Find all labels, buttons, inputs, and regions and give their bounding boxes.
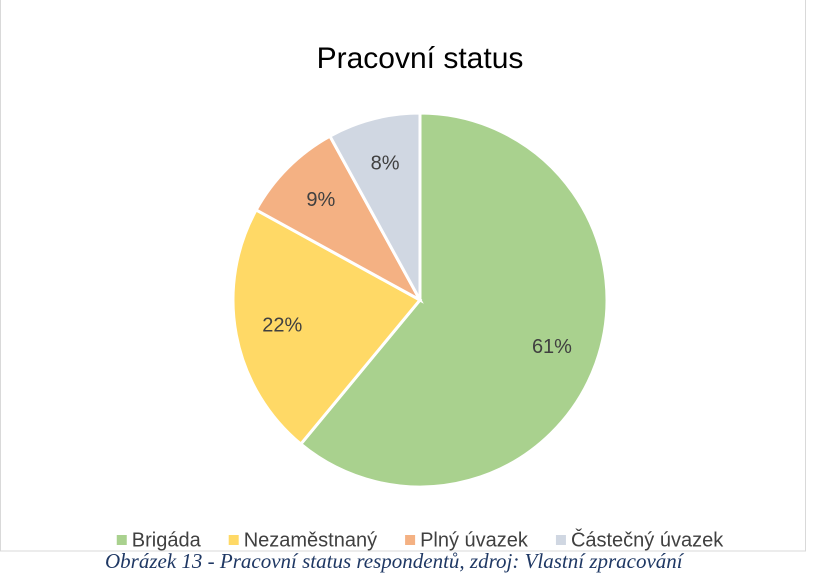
- legend-marker: [555, 535, 566, 545]
- data-label: 22%: [262, 315, 302, 337]
- data-label: 9%: [306, 189, 335, 211]
- legend-marker: [405, 535, 416, 545]
- legend-label: Brigáda: [132, 529, 202, 551]
- pie-slice: [298, 111, 609, 489]
- legend-label: Plný úvazek: [420, 529, 529, 551]
- legend-marker: [116, 535, 127, 545]
- legend-label: Částečný úvazek: [571, 528, 724, 551]
- chart-title: Pracovní status: [317, 42, 524, 75]
- legend-marker: [228, 535, 239, 545]
- data-label: 61%: [532, 336, 572, 358]
- pie-slice: [231, 207, 423, 447]
- pie-slice: [327, 111, 422, 301]
- data-label: 8%: [371, 152, 400, 174]
- pie-slice: [254, 134, 424, 304]
- caption: Obrázek 13 - Pracovní status respondentů…: [105, 549, 685, 573]
- legend-label: Nezaměstnaný: [244, 529, 377, 551]
